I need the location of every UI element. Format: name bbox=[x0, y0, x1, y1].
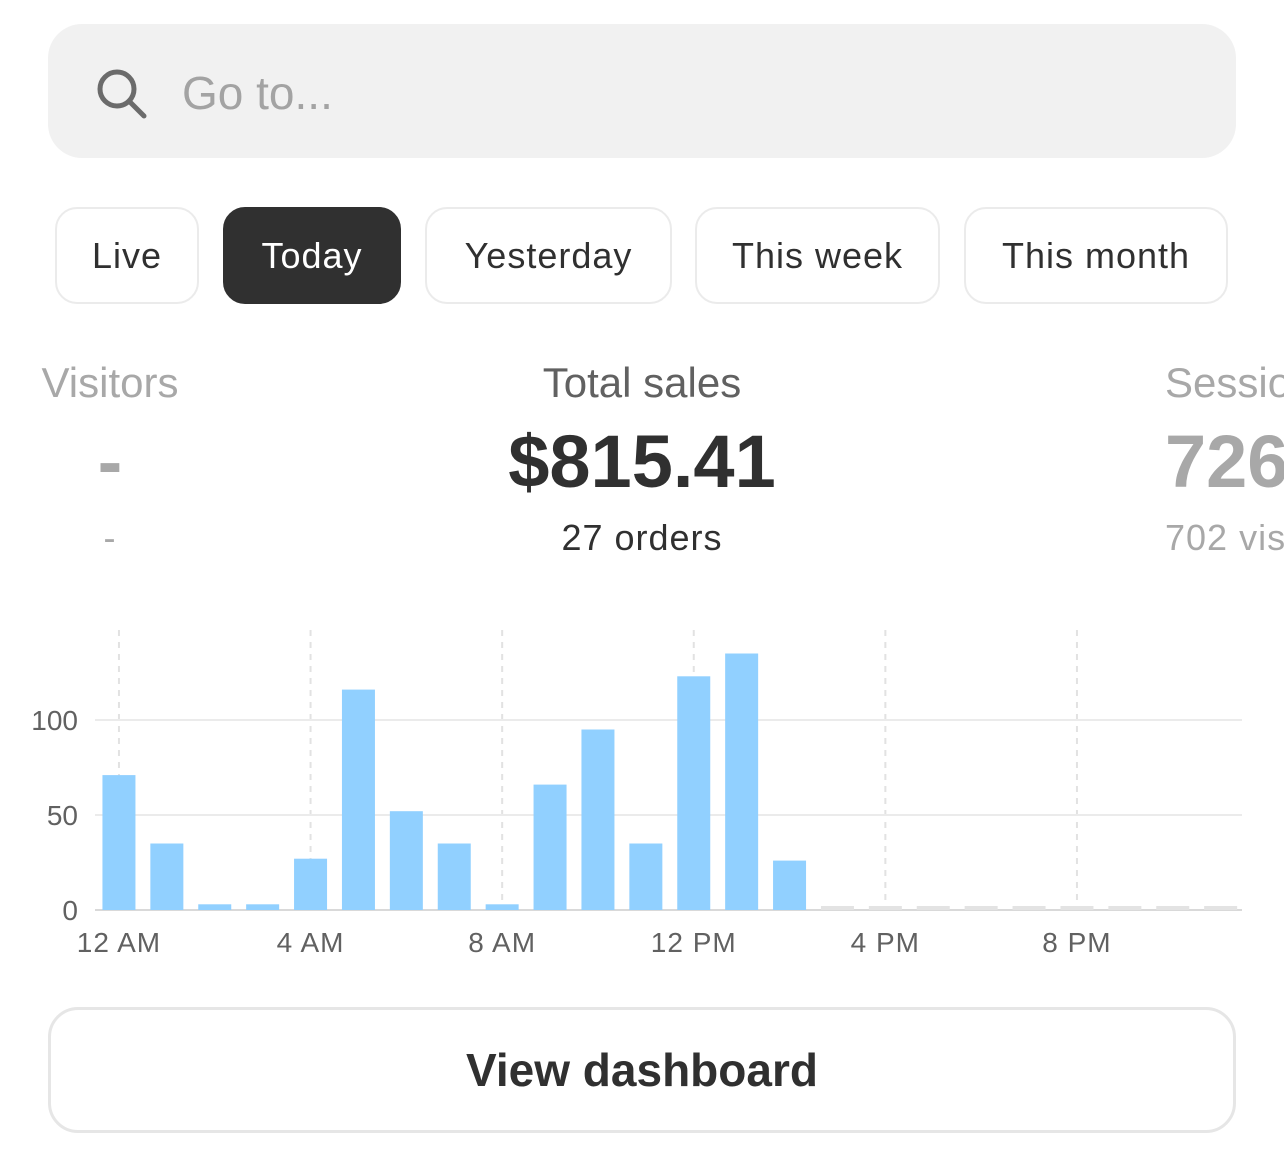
bar-placeholder bbox=[1204, 906, 1238, 910]
bar bbox=[389, 811, 423, 910]
tab-this-month[interactable]: This month bbox=[964, 207, 1228, 304]
y-tick-label: 100 bbox=[31, 705, 78, 736]
bar-placeholder bbox=[1108, 906, 1142, 910]
metric-subtext: 27 orders bbox=[561, 517, 723, 558]
bar bbox=[198, 904, 232, 910]
bar-placeholder bbox=[1156, 906, 1190, 910]
tab-this-week[interactable]: This week bbox=[695, 207, 940, 304]
bar bbox=[437, 843, 471, 910]
x-tick-label: 12 AM bbox=[77, 927, 161, 958]
metric-value: 726 bbox=[1165, 420, 1284, 503]
bar-placeholder bbox=[964, 906, 998, 910]
bar bbox=[725, 653, 759, 910]
bar-placeholder bbox=[1012, 906, 1046, 910]
x-tick-label: 4 AM bbox=[277, 927, 345, 958]
search-icon bbox=[97, 69, 147, 119]
y-tick-label: 50 bbox=[47, 800, 78, 831]
bar bbox=[150, 843, 184, 910]
bar-placeholder bbox=[1060, 906, 1094, 910]
view-dashboard-button[interactable]: View dashboard bbox=[48, 1007, 1236, 1133]
metrics-carousel[interactable]: Visitors - - Total sales $815.41 27 orde… bbox=[0, 350, 1284, 580]
y-tick-label: 0 bbox=[62, 895, 78, 926]
tab-yesterday[interactable]: Yesterday bbox=[425, 207, 672, 304]
bar bbox=[246, 904, 280, 910]
x-tick-label: 8 PM bbox=[1042, 927, 1111, 958]
bar bbox=[677, 676, 711, 910]
bar bbox=[294, 858, 328, 910]
sales-chart: 0 50 100 12 AM 4 AM 8 AM 12 PM 4 PM 8 PM bbox=[31, 630, 1242, 958]
metric-subtext: 702 visitors bbox=[1165, 517, 1284, 558]
metric-label: Total sales bbox=[542, 359, 742, 406]
bar bbox=[341, 689, 375, 910]
bar bbox=[773, 860, 807, 910]
tab-live[interactable]: Live bbox=[55, 207, 199, 304]
x-tick-label: 8 AM bbox=[468, 927, 536, 958]
metric-value: - bbox=[97, 420, 123, 503]
x-tick-label: 4 PM bbox=[851, 927, 920, 958]
bar bbox=[629, 843, 663, 910]
metric-subtext: - bbox=[103, 517, 117, 558]
bar-placeholder bbox=[820, 906, 854, 910]
metric-label: Visitors bbox=[41, 359, 179, 406]
bar-placeholder bbox=[916, 906, 950, 910]
search-input[interactable] bbox=[182, 60, 1162, 126]
x-tick-label: 12 PM bbox=[651, 927, 737, 958]
bar-placeholder bbox=[868, 906, 902, 910]
bar bbox=[533, 784, 567, 910]
metric-label: Sessions bbox=[1165, 359, 1284, 406]
metric-visitors[interactable]: Visitors - - bbox=[0, 350, 310, 568]
tab-today[interactable]: Today bbox=[223, 207, 401, 304]
bar bbox=[581, 729, 615, 910]
metric-sessions[interactable]: Sessions 726 702 visitors bbox=[1165, 350, 1284, 568]
metric-value: $815.41 bbox=[508, 420, 776, 503]
bar bbox=[102, 775, 136, 910]
metric-total-sales[interactable]: Total sales $815.41 27 orders bbox=[442, 350, 842, 568]
bar bbox=[485, 904, 519, 910]
